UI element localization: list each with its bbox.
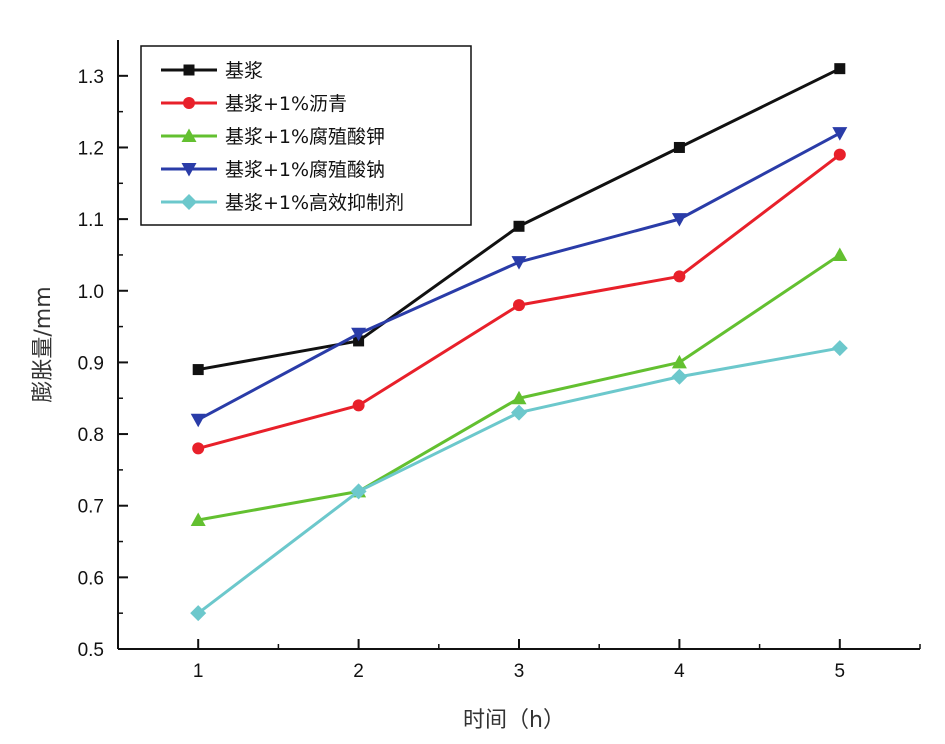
y-tick-label: 1.1 [78, 210, 104, 231]
data-point [351, 327, 367, 342]
data-point [190, 512, 206, 527]
x-tick-label: 4 [674, 661, 685, 682]
series-layer [190, 63, 848, 622]
data-point [834, 63, 846, 75]
data-point [671, 213, 687, 227]
legend-label: 基浆 [225, 60, 263, 82]
y-tick-label: 1.2 [78, 138, 104, 159]
x-axis-title: 时间（h） [463, 708, 565, 733]
y-axis-title: 膨胀量/mm [31, 286, 56, 402]
data-point [671, 368, 688, 385]
x-tick-label: 5 [835, 661, 846, 682]
series-line [197, 253, 841, 522]
y-tick-label: 0.8 [78, 425, 104, 446]
data-point [513, 220, 525, 232]
data-point [513, 299, 525, 312]
data-point [831, 340, 848, 357]
data-point [350, 483, 367, 500]
series-line [197, 346, 841, 615]
legend-item: 基浆+1%沥青 [161, 93, 347, 115]
x-tick-label: 1 [193, 661, 204, 682]
data-point [511, 256, 527, 270]
legend-marker [181, 194, 197, 210]
axes: 0.5 0.6 0.7 0.8 0.9 1.0 1.1 1.2 1.3 1 2 3 4 5 [78, 40, 921, 682]
series-2 [192, 148, 846, 455]
legend-item: 基浆+1%腐殖酸钠 [161, 159, 385, 181]
y-tick-label: 0.6 [78, 568, 104, 589]
y-tick-label: 0.7 [78, 497, 104, 518]
legend-label: 基浆+1%腐殖酸钠 [225, 159, 385, 181]
legend-marker [181, 128, 197, 142]
series-3 [190, 247, 848, 527]
legend-item: 基浆 [161, 60, 263, 82]
x-tick-label: 2 [353, 661, 364, 682]
legend-marker [183, 97, 195, 109]
y-tick-label: 1.0 [78, 282, 104, 303]
data-point [511, 390, 527, 405]
series-5 [190, 340, 848, 622]
y-tick-label: 0.9 [78, 353, 104, 374]
data-point [192, 442, 205, 455]
data-point [352, 399, 365, 412]
data-point [673, 141, 685, 153]
legend-marker [183, 64, 195, 76]
data-point [833, 148, 846, 161]
data-point [671, 354, 687, 369]
legend-marker [181, 163, 197, 177]
y-tick-label: 1.3 [78, 67, 104, 88]
legend-item: 基浆+1%高效抑制剂 [161, 192, 404, 214]
data-point [192, 364, 204, 376]
y-tick-label: 0.5 [78, 640, 104, 661]
legend-label: 基浆+1%高效抑制剂 [225, 192, 404, 214]
legend-item: 基浆+1%腐殖酸钾 [161, 126, 385, 148]
legend-label: 基浆+1%腐殖酸钾 [225, 126, 385, 148]
data-point [673, 270, 686, 283]
data-point [832, 127, 848, 141]
data-point [511, 404, 527, 421]
legend-label: 基浆+1%沥青 [225, 93, 347, 115]
x-tick-label: 3 [514, 661, 525, 682]
data-point [832, 247, 848, 261]
data-point [190, 605, 207, 622]
series-4 [190, 127, 848, 428]
data-point [190, 413, 206, 428]
